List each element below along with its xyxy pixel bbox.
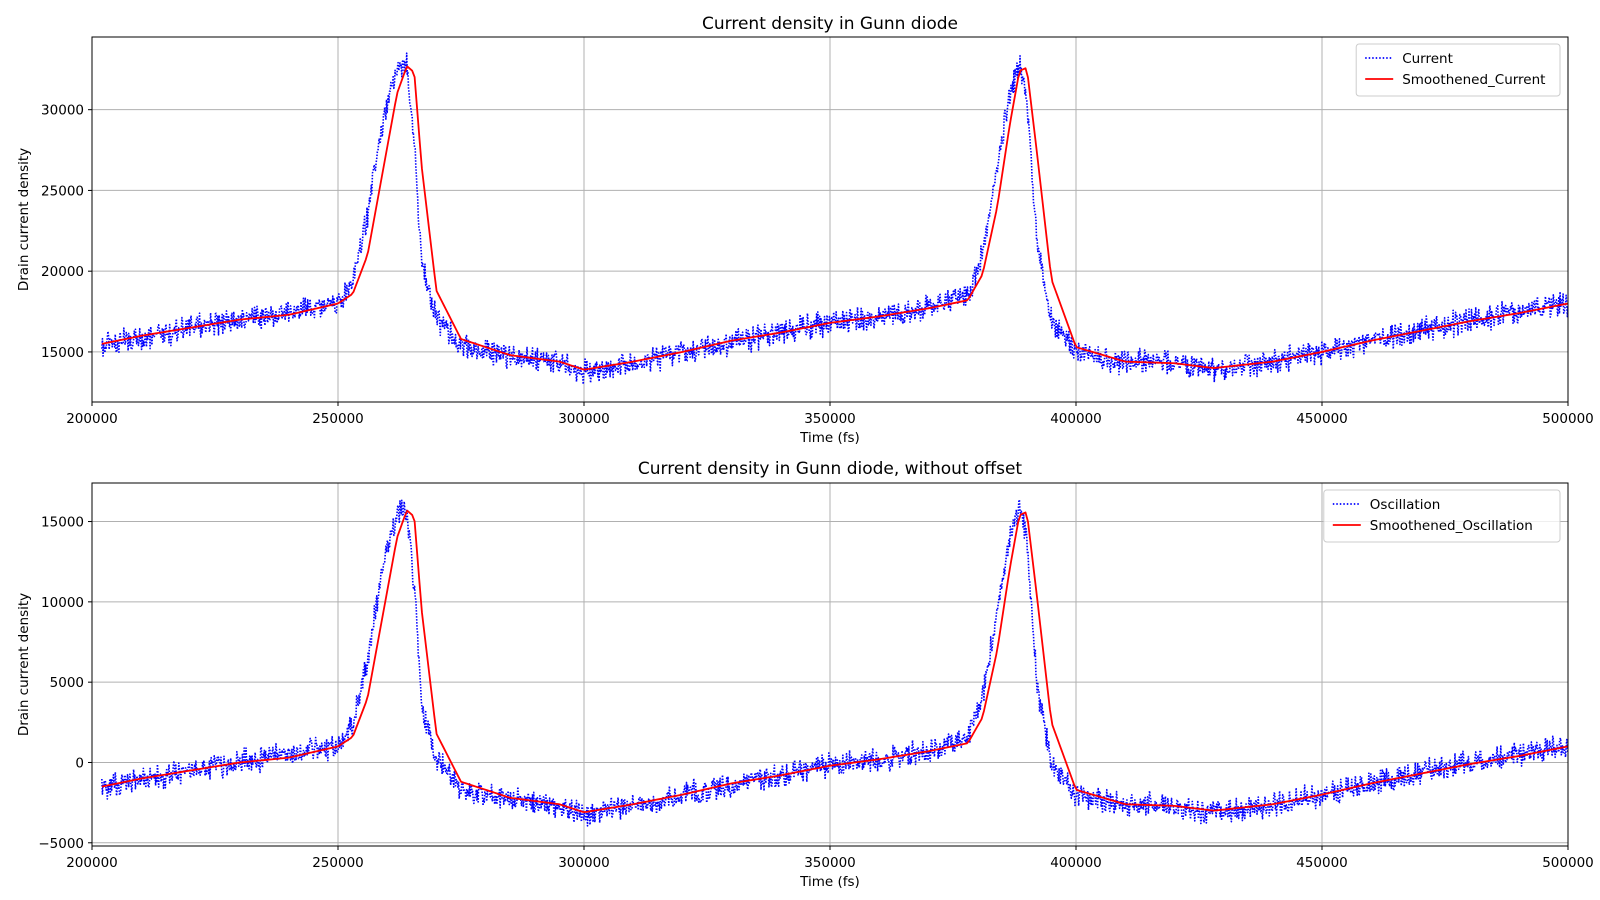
x-axis-label: Time (fs) [799, 874, 860, 890]
x-tick-label: 450000 [1296, 855, 1348, 871]
chart-title: Current density in Gunn diode, without o… [638, 459, 1023, 479]
x-tick-label: 200000 [66, 411, 118, 427]
series-line-smoothened-current [101, 65, 1568, 371]
chart-current-density-without-offset: Current density in Gunn diode, without o… [16, 459, 1594, 890]
legend: Current Smoothened_Current [1355, 43, 1561, 97]
chart-current-density: Current density in Gunn diode Time (fs) … [16, 14, 1594, 446]
y-tick-label: 5000 [50, 675, 84, 691]
legend: Oscillation Smoothened_Oscillation [1323, 489, 1561, 543]
y-tick-label: 15000 [41, 345, 84, 361]
series-line-smoothened-oscillation [101, 509, 1568, 813]
y-tick-label: 20000 [41, 264, 84, 280]
x-tick-label: 250000 [312, 411, 364, 427]
x-tick-label: 250000 [312, 855, 364, 871]
y-tick-label: 30000 [41, 103, 84, 119]
x-tick-label: 350000 [804, 855, 856, 871]
series-line-oscillation [101, 498, 1568, 827]
y-tick-label: 0 [75, 755, 84, 771]
y-tick-label: 15000 [41, 515, 84, 531]
series-line-current [101, 52, 1568, 386]
x-tick-label: 300000 [558, 411, 610, 427]
x-tick-label: 400000 [1050, 411, 1102, 427]
y-tick-label: 25000 [41, 183, 84, 199]
legend-label: Smoothened_Current [1402, 72, 1545, 88]
x-tick-label: 300000 [558, 855, 610, 871]
y-tick-label: −5000 [38, 836, 84, 852]
x-tick-label: 500000 [1542, 855, 1594, 871]
x-tick-label: 200000 [66, 855, 118, 871]
legend-box [1355, 43, 1561, 97]
legend-box [1323, 489, 1561, 543]
x-tick-label: 500000 [1542, 411, 1594, 427]
x-tick-label: 450000 [1296, 411, 1348, 427]
y-tick-label: 10000 [41, 595, 84, 611]
chart-title: Current density in Gunn diode [702, 14, 958, 34]
legend-label: Oscillation [1370, 497, 1440, 513]
x-tick-label: 400000 [1050, 855, 1102, 871]
legend-label: Current [1402, 51, 1453, 67]
y-axis-label: Drain current density [16, 593, 32, 736]
y-axis-label: Drain current density [16, 148, 32, 291]
legend-label: Smoothened_Oscillation [1370, 518, 1533, 534]
x-tick-label: 350000 [804, 411, 856, 427]
x-axis-label: Time (fs) [799, 430, 860, 446]
